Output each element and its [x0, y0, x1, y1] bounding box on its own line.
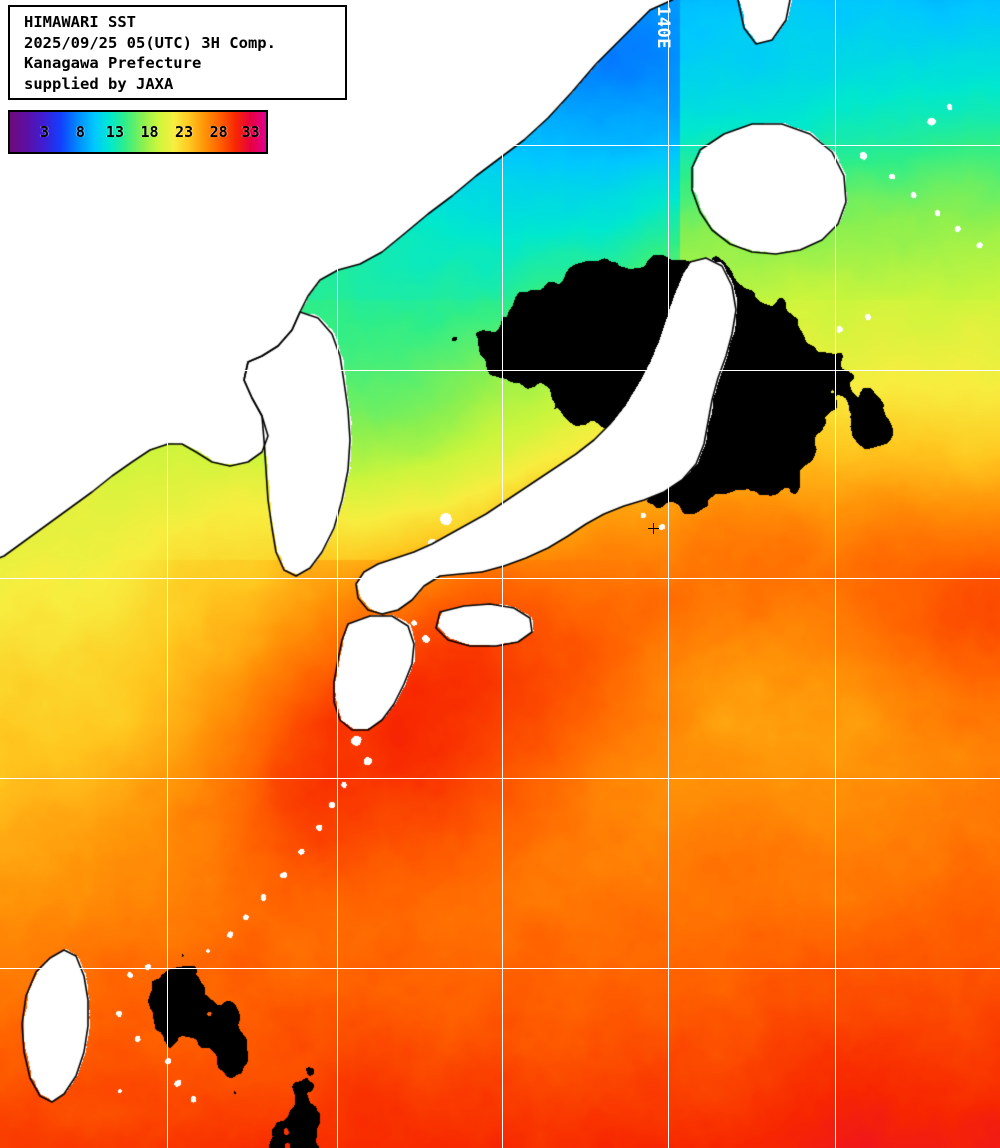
- colorbar-tick-18: 18: [140, 123, 159, 141]
- colorbar-tick-33: 33: [241, 123, 260, 141]
- colorbar-tick-28: 28: [209, 123, 228, 141]
- info-box: HIMAWARI SST 2025/09/25 05(UTC) 3H Comp.…: [8, 5, 347, 100]
- colorbar-gradient: [10, 112, 266, 152]
- info-line-product: HIMAWARI SST: [24, 13, 136, 31]
- colorbar-tick-8: 8: [75, 123, 85, 141]
- colorbar-tick-23: 23: [175, 123, 194, 141]
- colorbar-tick-13: 13: [105, 123, 124, 141]
- sst-colorbar: 3 8 13 18 23 28 33: [8, 110, 268, 154]
- colorbar-tick-3: 3: [40, 123, 50, 141]
- info-line-datetime: 2025/09/25 05(UTC) 3H Comp.: [24, 33, 276, 52]
- colorbar-tick-labels: 3 8 13 18 23 28 33: [10, 112, 266, 152]
- info-line-credit: supplied by JAXA: [24, 74, 174, 93]
- info-line-region: Kanagawa Prefecture: [24, 54, 202, 72]
